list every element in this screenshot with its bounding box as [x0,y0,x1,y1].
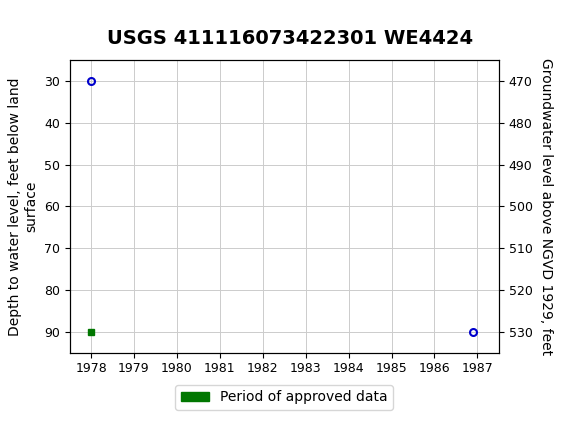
Text: USGS 411116073422301 WE4424: USGS 411116073422301 WE4424 [107,29,473,48]
Text: ≡USGS: ≡USGS [12,9,78,29]
Y-axis label: Depth to water level, feet below land
surface: Depth to water level, feet below land su… [8,77,38,336]
Y-axis label: Groundwater level above NGVD 1929, feet: Groundwater level above NGVD 1929, feet [539,58,553,355]
Legend: Period of approved data: Period of approved data [175,385,393,410]
Text: USGS: USGS [40,10,100,29]
